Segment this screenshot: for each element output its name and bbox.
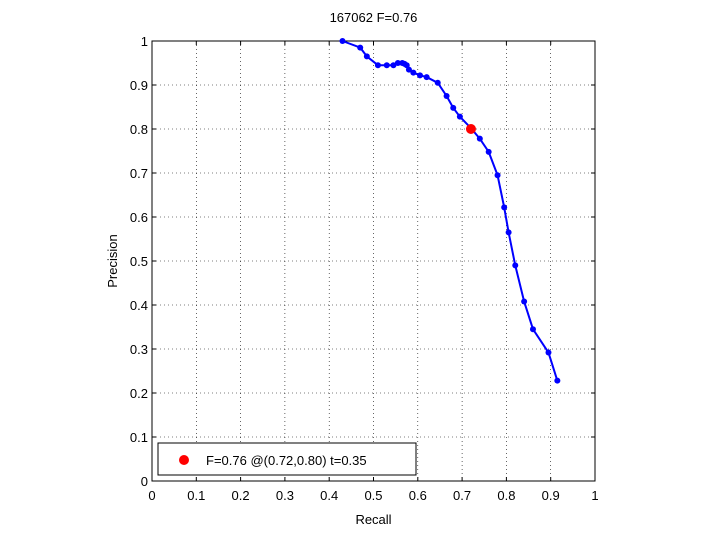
data-point xyxy=(521,298,528,305)
data-point xyxy=(410,69,417,76)
data-point xyxy=(417,72,424,79)
data-point xyxy=(339,38,346,44)
x-tick-label: 0 xyxy=(148,488,155,503)
y-axis-label: Precision xyxy=(105,234,120,287)
data-point xyxy=(485,148,492,155)
data-point xyxy=(554,377,561,384)
y-tick-label: 0.2 xyxy=(130,386,148,401)
data-point xyxy=(450,104,457,111)
data-point xyxy=(363,53,370,60)
data-point xyxy=(476,135,483,142)
data-point xyxy=(423,74,430,81)
x-axis-label: Recall xyxy=(355,512,391,527)
data-point xyxy=(501,204,508,211)
x-tick-label: 1 xyxy=(591,488,598,503)
x-tick-label: 0.9 xyxy=(542,488,560,503)
y-tick-label: 0.6 xyxy=(130,210,148,225)
legend-label: F=0.76 @(0.72,0.80) t=0.35 xyxy=(206,453,367,468)
legend-marker xyxy=(179,455,189,465)
series-line xyxy=(342,40,559,381)
y-tick-label: 0.8 xyxy=(130,122,148,137)
data-point xyxy=(494,172,501,179)
best-f-point xyxy=(465,124,476,134)
chart-title: 167062 F=0.76 xyxy=(330,10,418,25)
x-tick-label: 0.1 xyxy=(187,488,205,503)
series-group xyxy=(339,38,561,384)
y-tick-label: 1 xyxy=(141,34,148,49)
y-tick-label: 0.3 xyxy=(130,342,148,357)
highlight-group xyxy=(465,124,476,134)
x-tick-label: 0.6 xyxy=(409,488,427,503)
x-tick-label: 0.3 xyxy=(276,488,294,503)
data-point xyxy=(357,44,364,51)
data-point xyxy=(374,62,381,69)
data-point xyxy=(394,60,401,66)
x-tick-label: 0.4 xyxy=(320,488,338,503)
data-point xyxy=(383,62,390,69)
data-point xyxy=(505,229,512,236)
y-tick-label: 0.7 xyxy=(130,166,148,181)
y-tick-label: 0.9 xyxy=(130,78,148,93)
data-point xyxy=(512,262,519,269)
data-point xyxy=(456,113,463,120)
data-point xyxy=(390,62,397,69)
data-point xyxy=(405,66,412,73)
data-point xyxy=(434,79,441,86)
y-tick-label: 0.5 xyxy=(130,254,148,269)
y-tick-label: 0.4 xyxy=(130,298,148,313)
data-point xyxy=(443,93,450,99)
data-point xyxy=(529,326,536,333)
x-tick-label: 0.8 xyxy=(497,488,515,503)
x-tick-label: 0.2 xyxy=(232,488,250,503)
y-tick-label: 0.1 xyxy=(130,430,148,445)
data-point xyxy=(545,349,552,356)
legend-box xyxy=(157,442,417,476)
grid-lines xyxy=(152,41,595,481)
x-tick-label: 0.5 xyxy=(364,488,382,503)
axis-ticks: 0 0.1 0.2 0.3 0.4 0.5 0.6 0.7 0.8 0.9 1 0 0.1 0.2 0.3 0… xyxy=(130,34,599,503)
y-tick-label: 0 xyxy=(141,474,148,489)
x-tick-label: 0.7 xyxy=(453,488,471,503)
legend: F=0.76 @(0.72,0.80) t=0.35 xyxy=(157,442,417,476)
